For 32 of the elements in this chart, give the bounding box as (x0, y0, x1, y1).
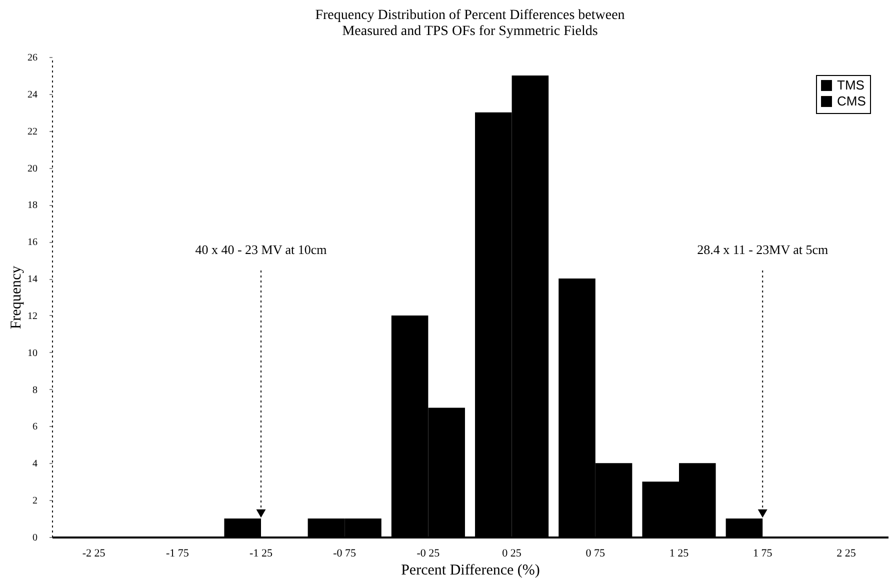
y-tick-label: 8 (32, 384, 38, 396)
x-tick-label: 0 75 (586, 548, 606, 560)
text: Measured and TPS OFs for Symmetric Fields (342, 24, 598, 39)
y-tick-label: 18 (28, 200, 38, 212)
x-tick-label: -0 25 (416, 548, 440, 560)
x-tick-label: -2 25 (82, 548, 106, 560)
x-tick-label: -1 75 (166, 548, 190, 560)
y-tick-label: 10 (28, 348, 38, 359)
y-tick-label: 4 (32, 458, 38, 470)
legend-label: CMS (837, 94, 866, 108)
text: Frequency Distribution of Percent Differences between (315, 8, 625, 23)
y-tick-label: 20 (28, 163, 38, 174)
annotation: 40 x 40 - 23 MV at 10cm (195, 242, 327, 257)
y-tick-label: 12 (28, 310, 38, 322)
y-tick-label: 24 (28, 89, 38, 100)
x-axis-title: Percent Difference (%) (401, 562, 540, 578)
x-tick-label: 0 25 (502, 548, 522, 560)
y-tick-label: 14 (28, 274, 38, 286)
y-tick-label: 16 (28, 237, 38, 248)
legend-label: TMS (837, 78, 865, 92)
x-tick-label: 1 75 (752, 548, 773, 560)
x-tick-label: -0 75 (333, 548, 357, 560)
y-tick-label: 6 (32, 422, 38, 433)
y-tick-label: 22 (28, 126, 38, 138)
x-tick-label: -1 25 (250, 548, 273, 560)
y-tick-label: 2 (32, 496, 38, 507)
x-tick-label: 2 25 (836, 548, 856, 560)
y-tick-label: 0 (32, 532, 38, 544)
y-tick-label: 26 (28, 52, 38, 64)
y-axis-title: Frequency (8, 265, 24, 330)
annotation: 28.4 x 11 - 23MV at 5cm (697, 242, 828, 257)
x-tick-label: 1 25 (669, 548, 690, 560)
